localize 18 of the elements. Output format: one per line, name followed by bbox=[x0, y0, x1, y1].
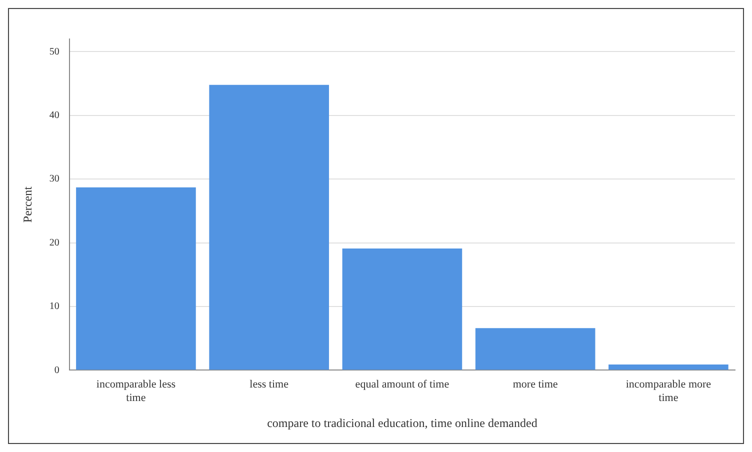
bar bbox=[342, 248, 462, 370]
bar bbox=[76, 187, 196, 370]
y-tick-label: 40 bbox=[49, 110, 60, 122]
bar bbox=[608, 364, 728, 370]
y-tick-label: 0 bbox=[54, 364, 60, 376]
y-tick-label: 30 bbox=[49, 174, 60, 185]
x-tick-label: more time bbox=[512, 378, 558, 391]
y-tick-label: 50 bbox=[49, 46, 60, 58]
x-tick-label: equal amount of time bbox=[355, 378, 450, 391]
x-tick-label: incomparable less time bbox=[96, 378, 176, 404]
x-tick-label: less time bbox=[250, 378, 289, 391]
x-axis-title: compare to tradicional education, time online demanded bbox=[267, 416, 538, 430]
y-axis-title: Percent bbox=[20, 186, 34, 223]
x-tick-label: incomparable more time bbox=[626, 378, 712, 404]
bar bbox=[475, 328, 596, 370]
y-tick-label: 20 bbox=[49, 237, 60, 248]
bar bbox=[209, 84, 329, 370]
y-tick-label: 10 bbox=[49, 301, 60, 312]
